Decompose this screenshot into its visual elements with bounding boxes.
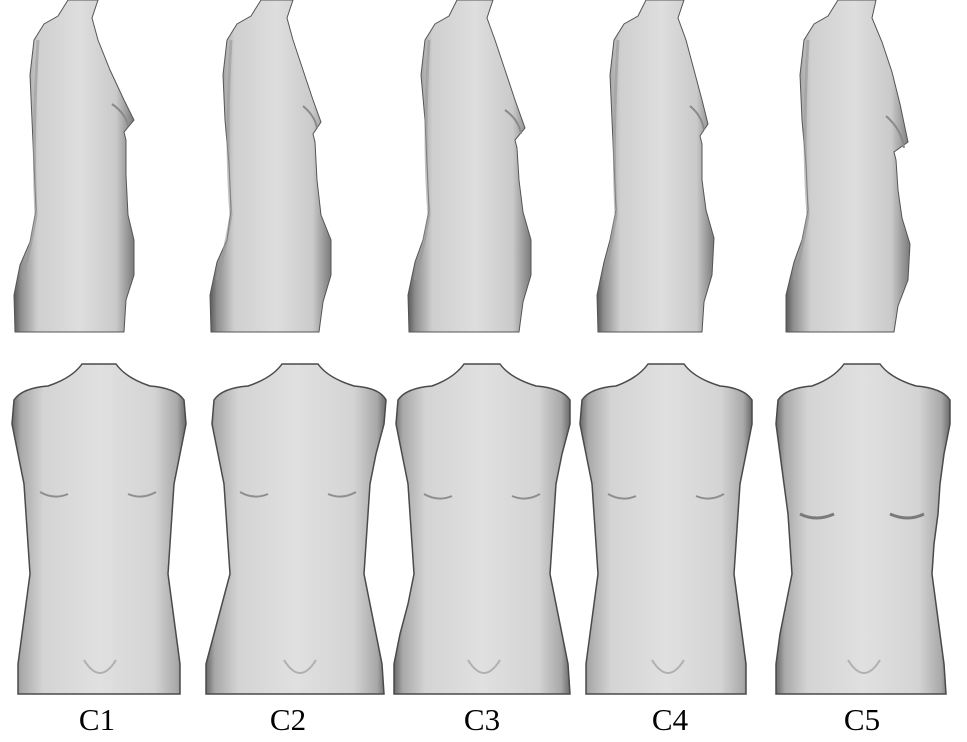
torso-silhouette (407, 0, 532, 333)
chest-contour (239, 491, 357, 498)
torso-silhouette (205, 363, 387, 695)
back-contour (413, 39, 431, 281)
torso-silhouette (393, 363, 571, 695)
variant-label-c1: C1 (78, 702, 116, 737)
variant-label-c4: C4 (651, 702, 689, 737)
hip-contour (467, 659, 501, 674)
side-view-c3 (407, 0, 532, 333)
chest-contour (111, 103, 129, 127)
hip-contour (651, 659, 685, 674)
back-contour (602, 39, 620, 281)
hip-contour (283, 659, 317, 674)
side-view-c5 (785, 0, 911, 333)
hip-contour (83, 659, 117, 674)
variant-label-c5: C5 (843, 702, 881, 737)
side-view-row (13, 0, 911, 333)
torso-silhouette (775, 363, 951, 695)
back-contour (215, 39, 233, 281)
front-view-c1 (11, 363, 187, 695)
back-contour (20, 39, 40, 281)
front-view-c3 (393, 363, 571, 695)
back-contour (792, 39, 810, 281)
variant-label-c2: C2 (269, 702, 307, 737)
side-view-c4 (596, 0, 715, 333)
torso-silhouette (11, 363, 187, 695)
chest-contour (39, 491, 157, 498)
front-view-row (11, 363, 951, 695)
torso-silhouette (13, 0, 135, 333)
chest-contour (302, 105, 318, 129)
torso-silhouette (209, 0, 332, 333)
side-view-c2 (209, 0, 332, 333)
chest-contour (423, 493, 541, 500)
side-view-c1 (13, 0, 135, 333)
chest-contour (689, 105, 705, 131)
front-view-c2 (205, 363, 387, 695)
variant-label-c3: C3 (463, 702, 501, 737)
front-view-c4 (579, 363, 753, 695)
hip-contour (847, 659, 881, 674)
chest-contour (504, 109, 522, 135)
chest-contour (885, 115, 905, 149)
torso-silhouette (596, 0, 715, 333)
chest-contour (799, 512, 925, 520)
chest-contour (607, 493, 725, 500)
torso-silhouette (785, 0, 911, 333)
torso-silhouette (579, 363, 753, 695)
front-view-c5 (775, 363, 951, 695)
